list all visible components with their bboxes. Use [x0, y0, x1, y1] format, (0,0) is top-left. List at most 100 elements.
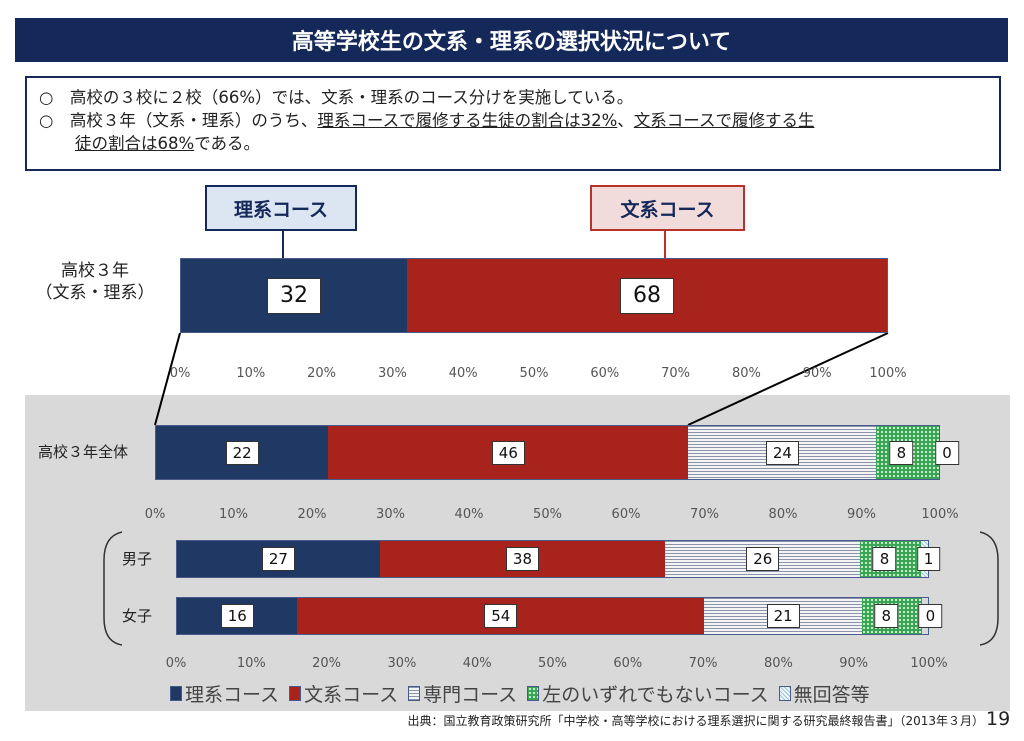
data-label: 0 [935, 440, 959, 465]
axis-tick-label: 70% [661, 366, 691, 381]
data-label: 46 [491, 440, 525, 465]
axis-tick-label: 0% [144, 507, 166, 522]
axis-tick-label: 100% [921, 507, 959, 522]
axis-tick-label: 60% [611, 507, 641, 522]
legend-item: 無回答等 [778, 680, 870, 707]
axis-tick-label: 80% [731, 366, 761, 381]
source-citation: 出典：国立教育政策研究所「中学校・高等学校における理系選択に関する研究最終報告書… [407, 714, 984, 728]
summary-underlined: 徒の割合は68% [75, 134, 195, 153]
row-label-grade3: 高校３年 （文系・理系） [30, 260, 160, 304]
bar-segment: 16 [177, 598, 298, 634]
row-label-line: （文系・理系） [35, 283, 155, 303]
callout-bunkei: 文系コース [590, 185, 745, 231]
callout-rikei: 理系コース [205, 185, 357, 231]
data-label: 1 [916, 547, 941, 571]
row-label-female: 女子 [122, 607, 153, 625]
axis-tick-label: 10% [236, 366, 266, 381]
axis-tick-label: 60% [590, 366, 620, 381]
axis-tick-label: 40% [454, 507, 484, 522]
axis-tick-label: 90% [839, 656, 869, 671]
data-label: 54 [484, 604, 518, 628]
legend: 理系コース 文系コース 専門コース 左のいずれでもないコース 無回答等 [170, 680, 870, 707]
axis-tick-label: 30% [376, 507, 405, 522]
summary-text: 、 [617, 111, 634, 130]
data-label: 16 [220, 604, 254, 628]
axis-tick-label: 30% [377, 366, 407, 381]
axis-tick-label: 20% [312, 656, 342, 671]
stacked-bar: 32 68 [180, 258, 888, 333]
legend-item: 左のいずれでもないコース [527, 680, 769, 707]
row-label-male: 男子 [122, 550, 153, 568]
legend-label: 文系コース [304, 684, 399, 706]
bar-segment: 8 [862, 598, 923, 634]
bar-segment: 38 [379, 541, 666, 577]
bar-segment: 21 [704, 598, 863, 634]
bar-segment: 32 [181, 259, 407, 332]
axis-tick-label: 100% [910, 656, 948, 671]
axis-tick-label: 40% [462, 656, 492, 671]
data-label: 27 [261, 547, 295, 571]
legend-label: 無回答等 [793, 684, 870, 706]
bar-segment: 8 [876, 426, 939, 479]
legend-swatch [408, 686, 421, 701]
page-number: 19 [986, 708, 1011, 730]
summary-line-1: ○ 高校の３校に２校（66%）では、文系・理系のコース分けを実施している。 [39, 88, 634, 107]
stacked-bar: 22 46 24 8 0 [155, 425, 959, 480]
bar-segment: 26 [665, 541, 861, 577]
axis-tick-label: 80% [768, 507, 798, 522]
axis-tick-label: 70% [688, 656, 718, 671]
stacked-bar: 27 38 26 8 1 [176, 540, 941, 578]
data-label: 32 [266, 277, 321, 314]
bar-segment: 54 [297, 598, 705, 634]
axis-tick-label: 50% [538, 656, 567, 671]
stacked-bar: 16 54 21 8 0 [176, 597, 943, 635]
legend-item: 文系コース [289, 680, 398, 707]
data-label: 0 [918, 604, 943, 628]
bar-segment: 68 [406, 259, 887, 332]
axis-tick-label: 50% [519, 366, 549, 381]
summary-underlined: 文系コースで履修する生 [633, 111, 815, 130]
data-label: 8 [889, 440, 914, 465]
axis-tick-label: 10% [219, 507, 248, 522]
row-label-all: 高校３年全体 [38, 443, 129, 461]
data-label: 68 [619, 277, 674, 314]
axis-tick-label: 20% [307, 366, 337, 381]
legend-item: 専門コース [408, 680, 517, 707]
axis-tick-label: 100% [869, 366, 907, 381]
axis-tick-label: 30% [387, 656, 417, 671]
summary-text: ○ 高校３年（文系・理系）のうち、 [39, 111, 318, 130]
legend-label: 左のいずれでもないコース [542, 684, 769, 706]
legend-swatch [170, 686, 182, 701]
summary-line-3: 徒の割合は68%である。 [39, 132, 987, 155]
page-title: 高等学校生の文系・理系の選択状況について [15, 18, 1008, 62]
summary-line-2: ○ 高校３年（文系・理系）のうち、理系コースで履修する生徒の割合は32%、文系コ… [39, 109, 987, 132]
bar-segment: 27 [177, 541, 380, 577]
axis-tick-label: 20% [297, 507, 327, 522]
axis-tick-label: 50% [533, 507, 562, 522]
summary-underlined: 理系コースで履修する生徒の割合は32% [317, 111, 618, 130]
legend-swatch [527, 686, 540, 701]
axis-tick-label: 60% [613, 656, 643, 671]
data-label: 8 [874, 604, 899, 628]
legend-label: 専門コース [423, 684, 518, 706]
legend-swatch [289, 686, 302, 701]
axis-tick-label: 10% [236, 656, 266, 671]
legend-label: 理系コース [185, 684, 280, 706]
summary-text: である。 [194, 134, 261, 153]
axis-tick-label: 70% [690, 507, 719, 522]
data-label: 22 [225, 440, 259, 465]
bar-segment: 1 [916, 541, 941, 577]
bar-segment: 22 [156, 426, 329, 479]
bar-segment: 8 [860, 541, 921, 577]
bar-segment: 24 [688, 426, 877, 479]
data-label: 26 [746, 547, 780, 571]
data-label: 8 [872, 547, 897, 571]
summary-box: ○ 高校の３校に２校（66%）では、文系・理系のコース分けを実施している。 ○ … [25, 76, 1001, 171]
axis-tick-label: 90% [802, 366, 832, 381]
data-label: 38 [505, 547, 540, 571]
bar-segment: 46 [328, 426, 689, 479]
legend-swatch [778, 686, 791, 701]
axis-tick-label: 0% [165, 656, 187, 671]
data-label: 24 [765, 440, 799, 465]
row-label-line: 高校３年 [61, 261, 129, 281]
